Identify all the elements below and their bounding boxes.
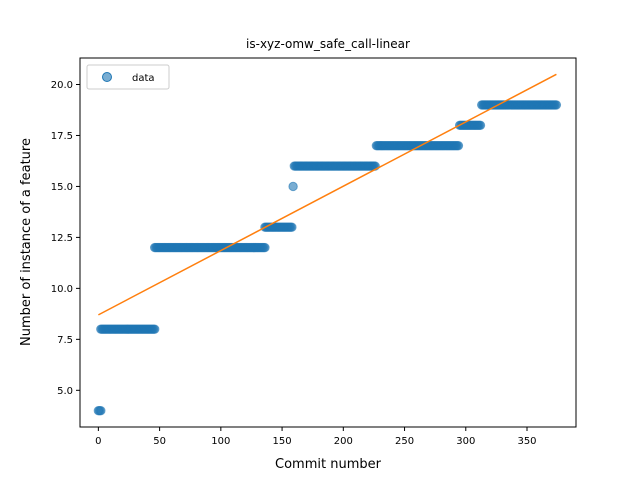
data-point [96,405,106,416]
legend-box [86,64,170,90]
x-tick-label: 50 [153,436,166,447]
y-tick-label: 20.0 [51,80,73,91]
x-axis: 0 50 100 150 200 250 300 350 [95,427,537,447]
y-axis-label: Number of instance of a feature [19,138,34,346]
y-tick-label: 10.0 [51,284,73,295]
data-point [260,242,270,253]
data-point [288,181,298,192]
legend: data [86,64,170,90]
fit-line [98,73,557,316]
y-tick-label: 15.0 [51,182,73,193]
data-point [150,324,160,334]
x-tick-label: 200 [334,436,353,447]
x-tick-label: 300 [456,436,475,447]
y-tick-label: 7.5 [57,335,73,346]
data-point [453,140,464,151]
x-tick-label: 100 [211,436,230,447]
legend-label: data [132,73,155,84]
chart-title: is-xyz-omw_safe_call-linear [246,37,410,51]
plot-area [93,73,562,416]
y-axis: 5.0 7.5 10.0 12.5 15.0 17.5 20.0 [51,80,80,397]
legend-marker [102,72,112,82]
x-tick-label: 350 [517,436,536,447]
plot-frame [79,57,577,428]
x-axis-label: Commit number [275,457,382,472]
x-tick-label: 150 [273,436,292,447]
data-point [475,120,486,130]
data-point [287,222,297,232]
x-tick-label: 0 [95,436,101,447]
x-tick-label: 250 [395,436,414,447]
y-tick-label: 12.5 [51,233,73,244]
data-point [551,100,562,110]
y-tick-label: 5.0 [57,386,73,397]
y-tick-label: 17.5 [51,131,73,142]
